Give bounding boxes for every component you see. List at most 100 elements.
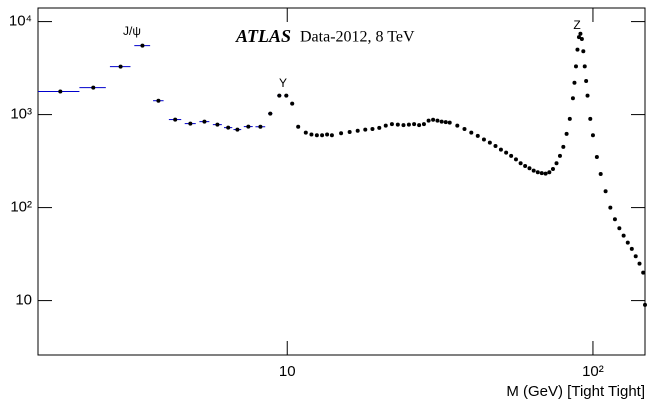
plot-frame xyxy=(37,7,646,356)
data-point xyxy=(395,122,400,127)
data-point xyxy=(156,98,161,103)
data-point xyxy=(417,123,422,128)
data-point xyxy=(518,161,523,166)
data-point xyxy=(625,240,630,245)
data-point xyxy=(588,116,593,121)
data-point xyxy=(637,261,642,266)
data-point xyxy=(561,144,566,149)
data-point xyxy=(258,124,263,129)
data-point xyxy=(617,226,622,231)
data-point xyxy=(554,161,559,166)
data-point xyxy=(329,133,334,138)
data-point xyxy=(523,164,528,169)
data-point xyxy=(582,64,587,69)
data-point xyxy=(426,118,431,123)
x-tick-label: 10 xyxy=(279,363,296,380)
data-point xyxy=(603,189,608,194)
data-point xyxy=(443,120,448,125)
data-point xyxy=(576,35,581,40)
data-point xyxy=(314,133,319,138)
annotation: Z xyxy=(573,18,580,32)
data-point xyxy=(629,246,634,251)
data-point xyxy=(284,93,289,98)
chart-subtitle: Data-2012, 8 TeV xyxy=(300,29,415,46)
data-point xyxy=(202,119,207,124)
data-point xyxy=(567,116,572,121)
data-point xyxy=(527,166,532,171)
data-point xyxy=(246,124,251,129)
data-point xyxy=(173,117,178,122)
data-point xyxy=(347,129,352,134)
data-point xyxy=(435,118,440,123)
data-point xyxy=(581,49,586,54)
data-point xyxy=(383,123,388,128)
data-point xyxy=(91,85,96,90)
data-point xyxy=(584,78,589,83)
x-axis-label: M (GeV) [Tight Tight] xyxy=(506,383,645,400)
y-tick-label: 10³ xyxy=(10,106,32,123)
data-point xyxy=(406,122,411,127)
annotation: Υ xyxy=(279,76,287,90)
data-point xyxy=(226,125,231,130)
data-point xyxy=(578,31,583,36)
data-point xyxy=(309,132,314,137)
data-point xyxy=(557,153,562,158)
data-point xyxy=(608,205,613,210)
data-point xyxy=(215,122,220,127)
x-tick-label: 10² xyxy=(582,363,604,380)
data-point xyxy=(641,270,646,275)
data-point xyxy=(320,133,325,138)
data-point xyxy=(570,96,575,101)
data-point xyxy=(277,93,282,98)
data-point xyxy=(504,150,509,155)
data-point xyxy=(412,122,417,127)
data-point xyxy=(535,170,540,175)
data-point xyxy=(439,119,444,124)
data-point xyxy=(355,128,360,133)
data-point xyxy=(564,131,569,136)
data-point xyxy=(268,111,273,116)
data-point xyxy=(325,132,330,137)
data-point xyxy=(572,80,577,85)
data-point xyxy=(539,171,544,176)
y-tick-label: 10 xyxy=(15,292,32,309)
data-point xyxy=(590,133,595,138)
data-point xyxy=(531,168,536,173)
data-point xyxy=(643,302,647,307)
data-point xyxy=(547,170,552,175)
data-point xyxy=(363,127,368,132)
chart-title: ATLAS xyxy=(235,26,291,46)
data-point xyxy=(290,101,295,106)
data-point xyxy=(633,254,638,259)
data-point xyxy=(493,143,498,148)
data-point xyxy=(594,154,599,159)
data-point xyxy=(575,47,580,52)
data-point xyxy=(498,147,503,152)
data-point xyxy=(513,157,518,162)
data-point xyxy=(421,122,426,127)
data-point xyxy=(612,217,617,222)
data-point xyxy=(370,126,375,131)
data-point xyxy=(339,131,344,136)
data-point xyxy=(509,153,514,158)
y-tick-label: 10⁴ xyxy=(9,13,32,30)
annotation: J/ψ xyxy=(123,24,141,38)
data-point xyxy=(585,93,590,98)
data-point xyxy=(550,166,555,171)
data-point xyxy=(579,36,584,41)
data-point xyxy=(431,117,436,122)
data-point xyxy=(377,125,382,130)
data-point xyxy=(140,43,145,48)
data-point xyxy=(401,123,406,128)
data-point xyxy=(573,64,578,69)
data-point xyxy=(462,126,467,131)
data-point xyxy=(118,64,123,69)
data-point xyxy=(296,124,301,129)
data-point xyxy=(58,89,63,94)
data-point xyxy=(487,140,492,145)
data-point xyxy=(303,130,308,135)
data-point xyxy=(389,122,394,127)
data-point xyxy=(621,233,626,238)
